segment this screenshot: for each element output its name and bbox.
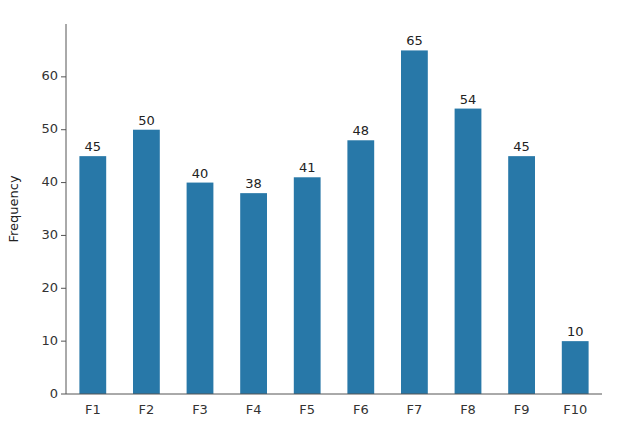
y-tick-label: 0	[50, 386, 58, 401]
y-tick-label: 20	[41, 280, 58, 295]
y-axis-line	[66, 24, 67, 394]
x-tick-label: F8	[460, 402, 476, 417]
y-tick	[61, 341, 66, 342]
chart: 45 50 40 38 41 48 65 54 45 10 0 10 20 30 40 50 60 F1 F2 F3 F…	[0, 0, 620, 434]
data-label: 54	[460, 92, 477, 107]
bar	[79, 156, 106, 394]
y-tick-label: 30	[41, 227, 58, 242]
bar	[240, 193, 267, 394]
y-tick	[61, 235, 66, 236]
y-axis-label: Frequency	[6, 175, 21, 242]
y-tick	[61, 288, 66, 289]
data-label: 38	[245, 176, 262, 191]
x-tick-label: F9	[514, 402, 530, 417]
bar	[401, 50, 428, 394]
data-label: 45	[513, 139, 530, 154]
data-label: 10	[567, 324, 584, 339]
x-axis-line	[66, 394, 602, 395]
data-label: 40	[192, 166, 209, 181]
x-tick-label: F4	[246, 402, 262, 417]
y-tick-label: 50	[41, 121, 58, 136]
x-tick-label: F1	[85, 402, 101, 417]
data-label: 65	[406, 33, 423, 48]
bar	[508, 156, 535, 394]
data-label: 41	[299, 160, 316, 175]
bar	[187, 183, 214, 394]
y-tick	[61, 76, 66, 77]
bar	[294, 177, 321, 394]
x-tick-label: F3	[192, 402, 208, 417]
x-tick-label: F7	[407, 402, 423, 417]
y-tick	[61, 129, 66, 130]
data-label: 50	[138, 113, 155, 128]
data-label: 48	[353, 123, 370, 138]
x-tick-label: F6	[353, 402, 369, 417]
y-tick-label: 10	[41, 333, 58, 348]
bars	[79, 50, 588, 394]
y-tick	[61, 182, 66, 183]
x-tick-label: F10	[563, 402, 587, 417]
bar	[133, 130, 160, 394]
x-tick-label: F5	[299, 402, 315, 417]
y-tick-label: 60	[41, 68, 58, 83]
chart-container: 45 50 40 38 41 48 65 54 45 10 0 10 20 30 40 50 60 F1 F2 F3 F…	[0, 0, 620, 434]
bar	[347, 140, 374, 394]
bar	[455, 109, 482, 394]
bar	[562, 341, 589, 394]
data-label: 45	[85, 139, 102, 154]
y-tick-label: 40	[41, 174, 58, 189]
y-tick	[61, 394, 66, 395]
x-tick-label: F2	[139, 402, 155, 417]
